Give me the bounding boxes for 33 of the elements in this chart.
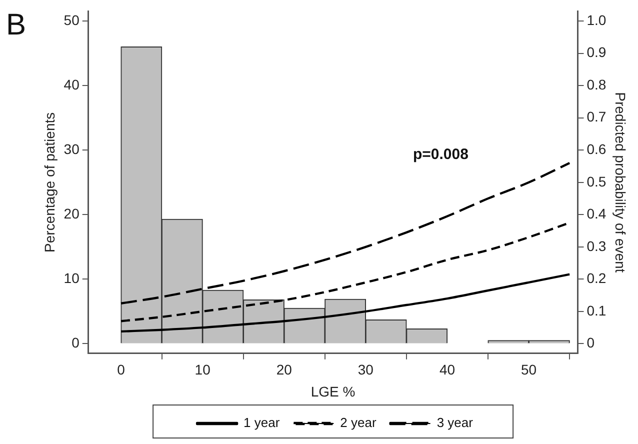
x-tick-label: 30 — [358, 362, 374, 378]
y-tick-label: 10 — [64, 270, 80, 286]
y2-tick-label: 0.2 — [586, 270, 606, 286]
y2-axis-title: Predicted probability of event — [612, 92, 629, 273]
x-tick-label: 50 — [521, 362, 537, 378]
y-tick-label: 0 — [72, 334, 80, 351]
legend-label: 1 year — [244, 415, 280, 430]
text: B — [6, 8, 26, 42]
x-tick-label: 0 — [117, 362, 126, 378]
y2-tick-label: 0.3 — [586, 238, 606, 254]
y2-tick-label: 0.9 — [586, 44, 606, 60]
y2-tick-label: 1.0 — [586, 12, 606, 28]
y2-tick-label: 0.8 — [586, 76, 606, 92]
line-series — [120, 273, 571, 333]
y-tick-label: 30 — [64, 140, 80, 157]
y-tick-label: 50 — [64, 12, 80, 28]
y2-tick-label: 0.5 — [586, 173, 606, 190]
x-axis-title: LGE % — [310, 383, 356, 400]
y-axis-title: Percentage of patients — [41, 112, 58, 252]
x-tick-label: 10 — [194, 362, 211, 378]
legend-label: 3 year — [436, 415, 474, 430]
y2-tick-label: 0 — [586, 334, 595, 351]
annotation: p=0.008 — [412, 146, 468, 164]
y-tick-label: 40 — [64, 76, 80, 92]
line-series — [120, 162, 571, 304]
y2-tick-label: 0.1 — [586, 302, 606, 318]
x-tick-label: 40 — [439, 362, 456, 378]
y2-tick-label: 0.4 — [586, 206, 606, 222]
y-tick-label: 20 — [64, 206, 80, 222]
y2-tick-label: 0.6 — [586, 140, 606, 157]
y2-tick-label: 0.7 — [586, 108, 606, 125]
x-tick-label: 20 — [276, 362, 292, 378]
legend-label: 2 year — [340, 415, 377, 430]
